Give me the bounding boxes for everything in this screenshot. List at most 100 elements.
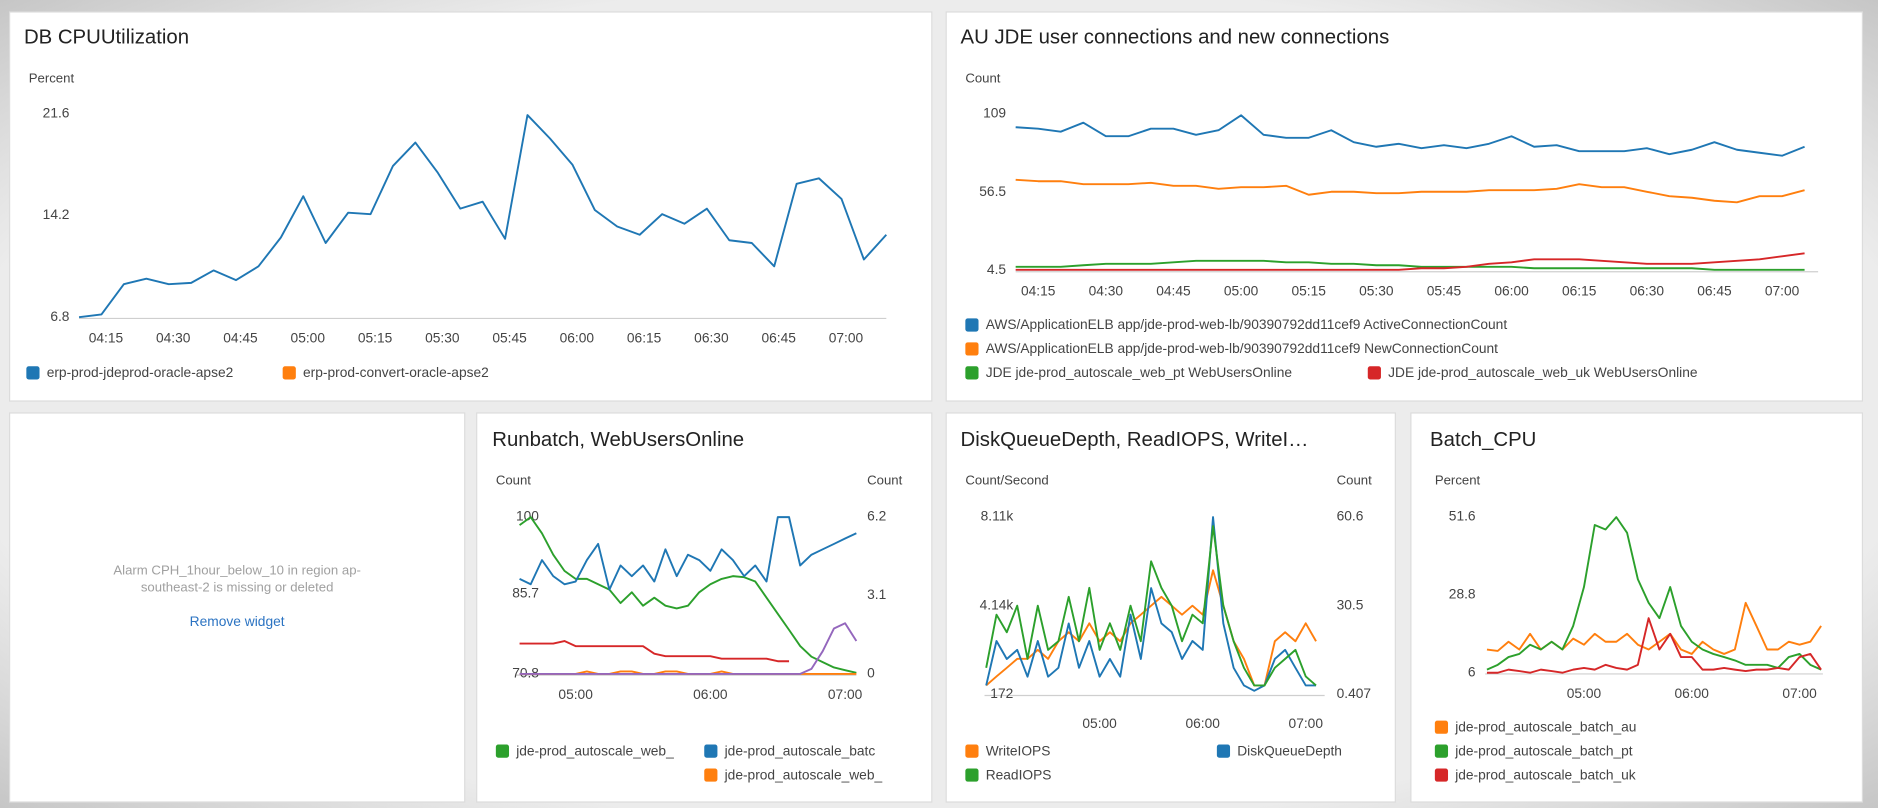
x-tick-label: 05:15 xyxy=(358,330,393,345)
y2-tick-label: 0.407 xyxy=(1337,686,1371,701)
series-line xyxy=(519,516,857,674)
x-tick-label: 05:30 xyxy=(1359,284,1394,299)
x-tick-label: 05:00 xyxy=(1224,284,1259,299)
x-tick-label: 05:00 xyxy=(291,330,326,345)
x-tick-label: 06:30 xyxy=(694,330,729,345)
legend-swatch xyxy=(282,366,296,380)
series-line xyxy=(1015,114,1805,157)
x-tick-label: 06:00 xyxy=(1494,284,1529,299)
legend-label: WriteIOPS xyxy=(986,743,1051,758)
legend-label: jde-prod_autoscale_batch_au xyxy=(1454,719,1636,734)
legend-label: AWS/ApplicationELB app/jde-prod-web-lb/9… xyxy=(986,341,1498,356)
legend-swatch xyxy=(1434,768,1449,782)
y2-tick-label: 30.5 xyxy=(1337,597,1364,612)
chart-title: AU JDE user connections and new connecti… xyxy=(961,27,1390,49)
legend-swatch xyxy=(965,318,979,332)
alarm-widget: Alarm CPH_1hour_below_10 in region ap-so… xyxy=(113,563,361,630)
remove-widget-link[interactable]: Remove widget xyxy=(189,615,285,630)
legend-swatch xyxy=(1434,744,1449,758)
legend-swatch xyxy=(1216,744,1231,758)
series-line xyxy=(1486,516,1822,671)
x-tick-label: 07:00 xyxy=(1765,284,1800,299)
x-tick-label: 06:00 xyxy=(560,330,595,345)
series-line xyxy=(519,622,858,675)
x-tick-label: 07:00 xyxy=(828,687,863,702)
x-tick-label: 05:00 xyxy=(1082,716,1117,731)
legend-label: JDE jde-prod_autoscale_web_uk WebUsersOn… xyxy=(1388,365,1698,380)
x-tick-label: 05:00 xyxy=(558,687,593,702)
x-tick-label: 05:30 xyxy=(425,330,460,345)
series-line xyxy=(985,525,1317,687)
x-tick-label: 05:00 xyxy=(1567,686,1602,701)
y-tick-label: 14.2 xyxy=(43,207,70,222)
y-tick-label: 85.7 xyxy=(512,586,539,601)
series-line xyxy=(1015,252,1805,271)
legend-swatch xyxy=(965,768,979,782)
chart-title: DB CPUUtilization xyxy=(24,27,189,49)
series-line xyxy=(519,516,857,591)
y-axis-label: Percent xyxy=(29,70,75,85)
x-tick-label: 06:45 xyxy=(1697,284,1732,299)
x-tick-label: 06:00 xyxy=(693,687,728,702)
x-tick-label: 07:00 xyxy=(829,330,864,345)
x-tick-label: 06:15 xyxy=(627,330,662,345)
x-tick-label: 05:45 xyxy=(492,330,527,345)
x-tick-label: 06:30 xyxy=(1630,284,1665,299)
y-tick-label: 51.6 xyxy=(1449,509,1476,524)
legend-label: jde-prod_autoscale_batc xyxy=(724,743,876,758)
legend-label: ReadIOPS xyxy=(986,767,1052,782)
widget-panel xyxy=(945,412,1396,803)
series-line xyxy=(78,114,888,319)
y-axis-label: Percent xyxy=(1435,473,1481,488)
series-line xyxy=(1015,178,1805,204)
y-tick-label: 8.11k xyxy=(981,509,1014,524)
x-tick-label: 04:15 xyxy=(89,330,124,345)
legend-label: jde-prod_autoscale_batch_pt xyxy=(1454,743,1633,758)
chart-title: Runbatch, WebUsersOnline xyxy=(492,429,744,451)
legend-swatch xyxy=(704,744,718,758)
y-axis-label: Count xyxy=(496,473,531,488)
legend-swatch xyxy=(965,342,979,356)
chart-title: DiskQueueDepth, ReadIOPS, WriteI… xyxy=(961,429,1309,451)
y-tick-label: 100 xyxy=(516,509,539,524)
x-tick-label: 07:00 xyxy=(1782,686,1817,701)
x-tick-label: 04:45 xyxy=(223,330,258,345)
alarm-message: Alarm CPH_1hour_below_10 in region ap-so… xyxy=(113,563,361,595)
y-axis-label: Count/Second xyxy=(965,473,1048,488)
widget-panel xyxy=(1410,412,1864,803)
legend-label: AWS/ApplicationELB app/jde-prod-web-lb/9… xyxy=(986,317,1508,332)
series-line xyxy=(1015,259,1805,271)
chart-title: Batch_CPU xyxy=(1430,429,1536,451)
x-tick-label: 04:30 xyxy=(156,330,191,345)
x-tick-label: 06:00 xyxy=(1675,686,1710,701)
y-axis-label: Count xyxy=(965,70,1000,85)
y-tick-label: 109 xyxy=(983,105,1006,120)
legend-swatch xyxy=(1434,720,1449,734)
x-tick-label: 04:45 xyxy=(1156,284,1191,299)
legend-label: JDE jde-prod_autoscale_web_pt WebUsersOn… xyxy=(986,365,1293,380)
series-line xyxy=(1486,617,1822,674)
y-tick-label: 28.8 xyxy=(1449,587,1476,602)
y-tick-label: 6 xyxy=(1468,664,1476,679)
y2-axis-label: Count xyxy=(1337,473,1372,488)
legend-label: erp-prod-convert-oracle-apse2 xyxy=(303,365,489,380)
y2-tick-label: 6.2 xyxy=(867,509,886,524)
x-tick-label: 06:45 xyxy=(761,330,796,345)
x-tick-label: 05:45 xyxy=(1427,284,1462,299)
x-tick-label: 07:00 xyxy=(1289,716,1324,731)
series-line xyxy=(985,516,1317,692)
widget-panel xyxy=(8,11,933,402)
y-tick-label: 56.5 xyxy=(979,184,1006,199)
legend-label: jde-prod_autoscale_web_ xyxy=(724,767,883,782)
y-tick-label: 4.5 xyxy=(987,262,1006,277)
widget-panel xyxy=(476,412,933,803)
x-tick-label: 04:15 xyxy=(1021,284,1056,299)
y2-tick-label: 3.1 xyxy=(867,587,886,602)
x-tick-label: 06:00 xyxy=(1185,716,1220,731)
x-tick-label: 06:15 xyxy=(1562,284,1597,299)
legend-swatch xyxy=(704,768,718,782)
legend-swatch xyxy=(965,366,979,380)
legend-label: jde-prod_autoscale_batch_uk xyxy=(1454,767,1636,782)
